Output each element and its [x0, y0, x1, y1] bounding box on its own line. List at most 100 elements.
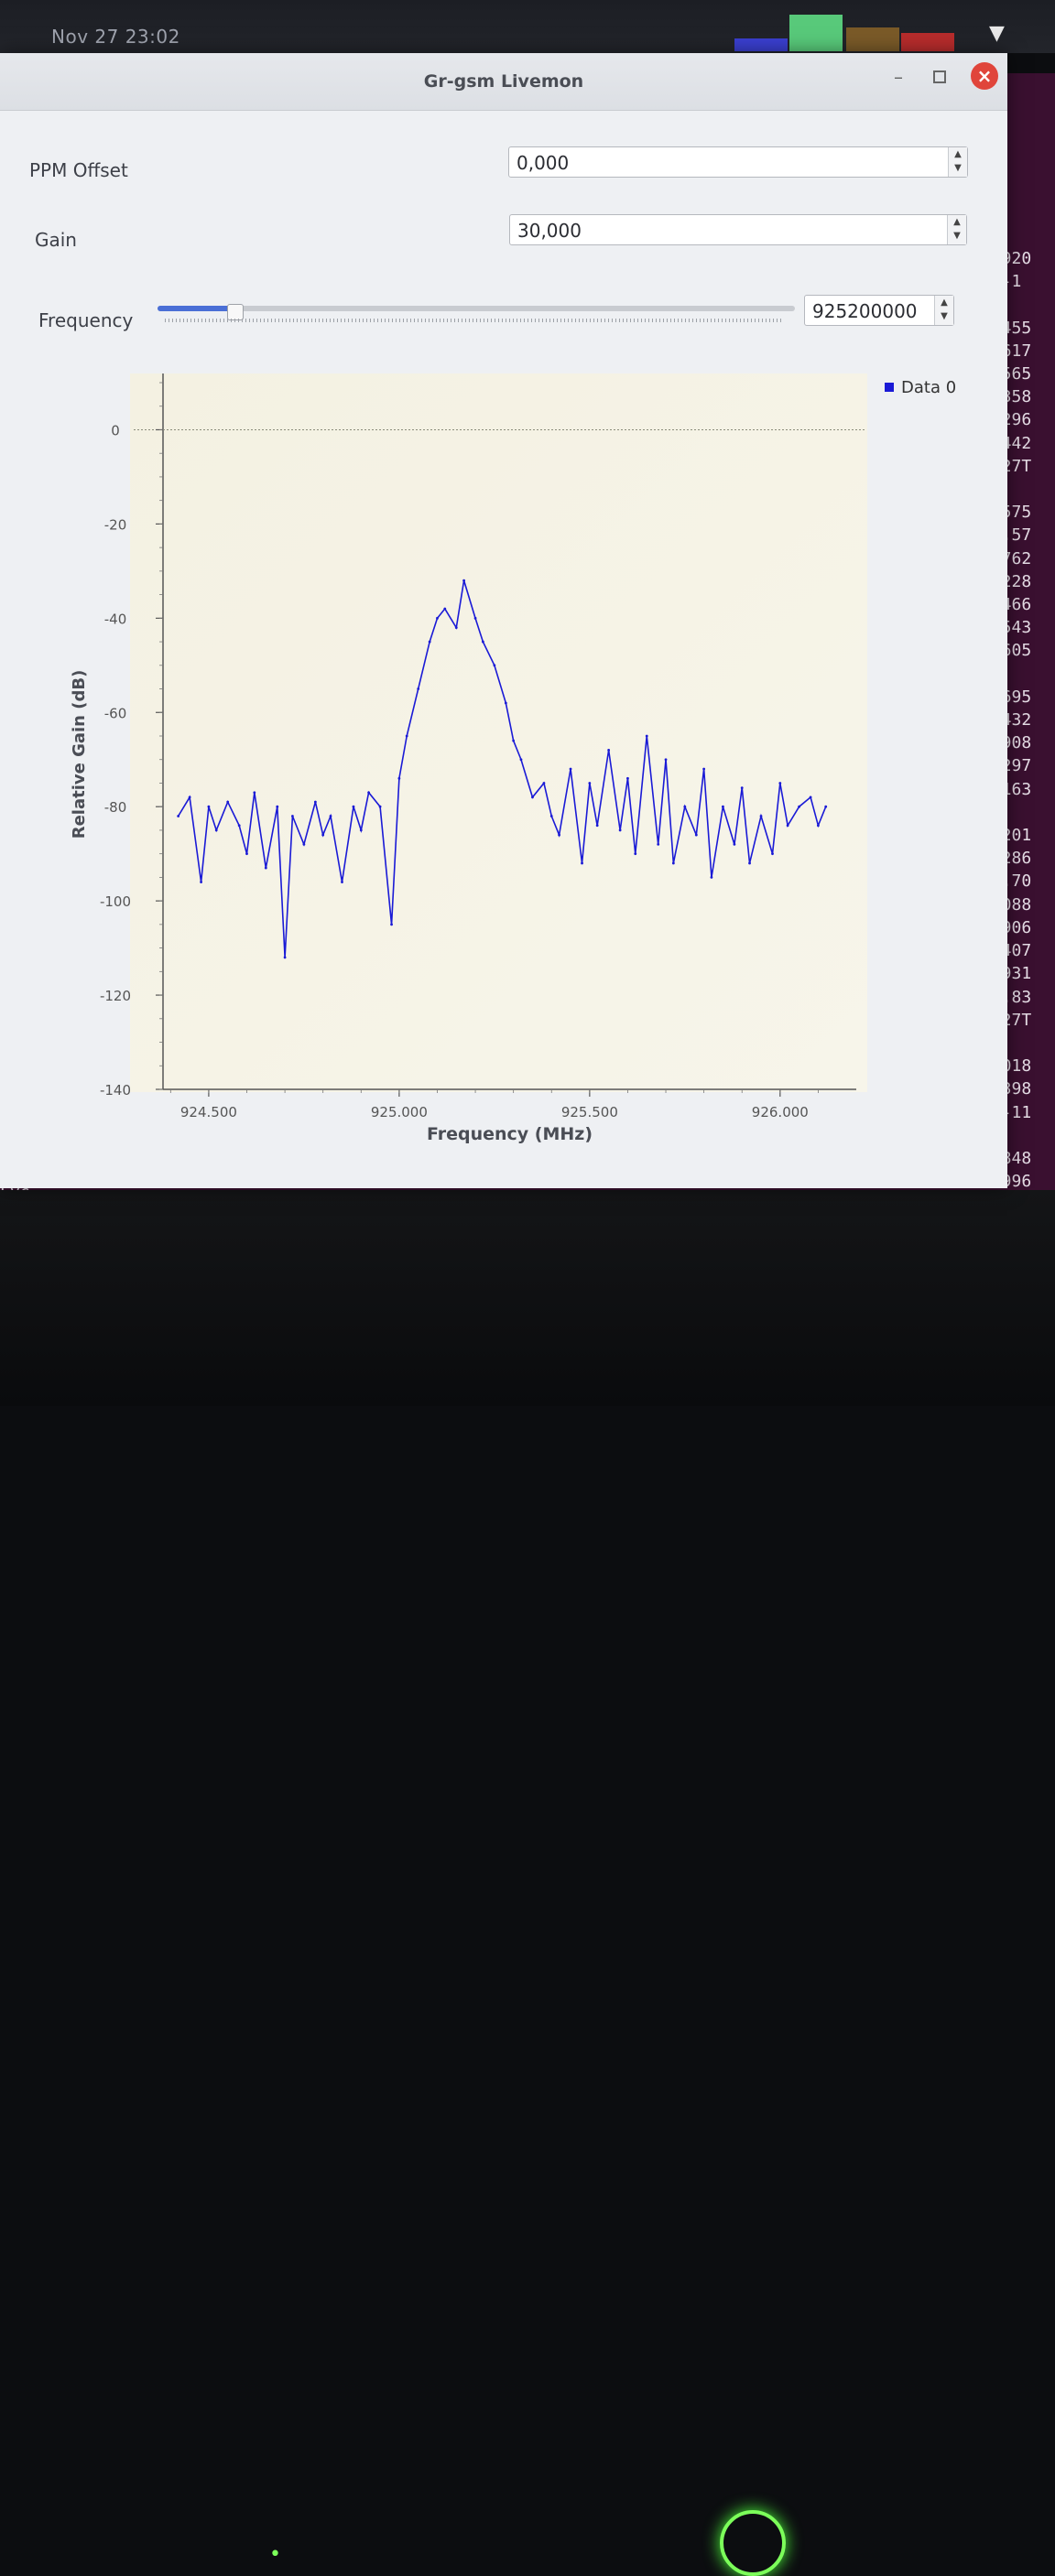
data-point [542, 782, 546, 785]
data-point [428, 640, 431, 644]
data-point [626, 776, 629, 780]
data-point [645, 734, 648, 738]
data-point [367, 791, 371, 795]
frequency-slider[interactable] [158, 306, 795, 311]
data-point [798, 805, 801, 808]
y-tick-label: -100 [100, 893, 131, 910]
system-top-bar: Nov 27 23:02 ▼ [0, 0, 1055, 53]
x-tick-label: 926.000 [752, 1104, 809, 1120]
status-led-icon: • [269, 2543, 281, 2566]
close-icon: × [976, 65, 993, 87]
data-point [740, 786, 744, 790]
ppm-offset-spinbox[interactable]: 0,000 ▲ ▼ [508, 146, 968, 178]
spectrum-plot[interactable]: 0 -20 -40 -60 -80 -100 -120 -140 924.500 925.000 9… [0, 53, 1007, 1188]
data-point [359, 828, 363, 832]
data-point [683, 805, 687, 808]
data-point [664, 758, 668, 762]
monitor-bezel: • [0, 1190, 1055, 2576]
data-point [558, 833, 560, 837]
data-point [504, 701, 507, 705]
y-tick-label: -120 [100, 988, 131, 1004]
data-point [595, 824, 599, 828]
maximize-button[interactable] [930, 68, 947, 84]
data-point [405, 734, 408, 738]
data-point [200, 881, 202, 883]
data-point [786, 824, 789, 828]
close-button[interactable]: × [971, 62, 998, 90]
gain-value: 30,000 [517, 220, 582, 242]
y-tick-label: 0 [111, 422, 120, 438]
data-point [276, 805, 279, 808]
data-point [291, 815, 294, 817]
ppm-offset-value: 0,000 [517, 152, 570, 174]
wifi-icon[interactable]: ▼ [989, 22, 1005, 45]
window-titlebar[interactable]: Gr-gsm Livemon – × [0, 53, 1007, 111]
data-point [253, 791, 256, 795]
data-point [188, 796, 191, 799]
data-point [397, 776, 401, 780]
y-tick-label: -140 [100, 1082, 131, 1099]
y-tick-label: -80 [104, 799, 127, 816]
data-point [778, 782, 782, 785]
data-point [481, 640, 484, 644]
data-point [329, 815, 332, 817]
data-point [694, 833, 698, 837]
y-tick-label: -40 [104, 611, 127, 627]
data-point [657, 842, 660, 846]
load-meter [901, 33, 954, 51]
data-point [245, 852, 248, 856]
data-point [283, 956, 287, 959]
data-point [462, 579, 465, 582]
memory-meter [789, 15, 843, 51]
data-point [237, 824, 241, 828]
data-point [817, 824, 820, 828]
data-point [531, 796, 534, 799]
data-point [748, 861, 751, 865]
data-point [702, 767, 706, 771]
data-point [177, 815, 180, 817]
gain-label: Gain [35, 229, 77, 251]
data-point [671, 861, 675, 865]
gain-stepper[interactable]: ▲ ▼ [947, 215, 966, 244]
frequency-value: 925200000 [812, 300, 918, 322]
data-point [321, 833, 325, 837]
x-tick-label: 925.500 [561, 1104, 618, 1120]
power-button[interactable] [720, 2510, 786, 2576]
cpu-meter [734, 38, 788, 51]
system-clock: Nov 27 23:02 [51, 26, 180, 48]
data-point [581, 861, 583, 865]
data-point [454, 626, 458, 630]
frequency-stepper[interactable]: ▲ ▼ [934, 296, 953, 325]
frequency-slider-fill [158, 306, 234, 311]
data-point [512, 739, 516, 742]
livemon-window[interactable]: Gr-gsm Livemon – × PPM Offset 0,000 ▲ ▼ G… [0, 53, 1007, 1188]
frequency-label: Frequency [38, 309, 134, 331]
frequency-spinbox[interactable]: 925200000 ▲ ▼ [804, 295, 954, 326]
minimize-button[interactable]: – [894, 66, 903, 88]
data-point [771, 852, 774, 856]
data-point [226, 800, 230, 804]
data-point [352, 805, 355, 808]
legend-label: Data 0 [901, 378, 956, 397]
data-point [549, 815, 553, 817]
x-tick-label: 924.500 [180, 1104, 237, 1120]
data-point [302, 842, 306, 846]
y-tick-label: -60 [104, 705, 127, 721]
data-point [809, 796, 812, 799]
x-axis-title: Frequency (MHz) [427, 1124, 593, 1144]
data-point [634, 852, 637, 856]
x-tick-label: 925.000 [371, 1104, 428, 1120]
gain-spinbox[interactable]: 30,000 ▲ ▼ [509, 214, 967, 245]
ppm-offset-stepper[interactable]: ▲ ▼ [948, 147, 967, 177]
data-point [824, 805, 828, 808]
data-point [341, 881, 343, 883]
data-point [443, 607, 447, 611]
data-point [759, 815, 763, 817]
data-point [417, 687, 420, 690]
data-point [710, 876, 713, 879]
data-point [214, 828, 218, 832]
data-point [618, 828, 622, 832]
maximize-icon [933, 70, 946, 83]
data-point [207, 805, 211, 808]
y-axis-title: Relative Gain (dB) [70, 670, 89, 839]
